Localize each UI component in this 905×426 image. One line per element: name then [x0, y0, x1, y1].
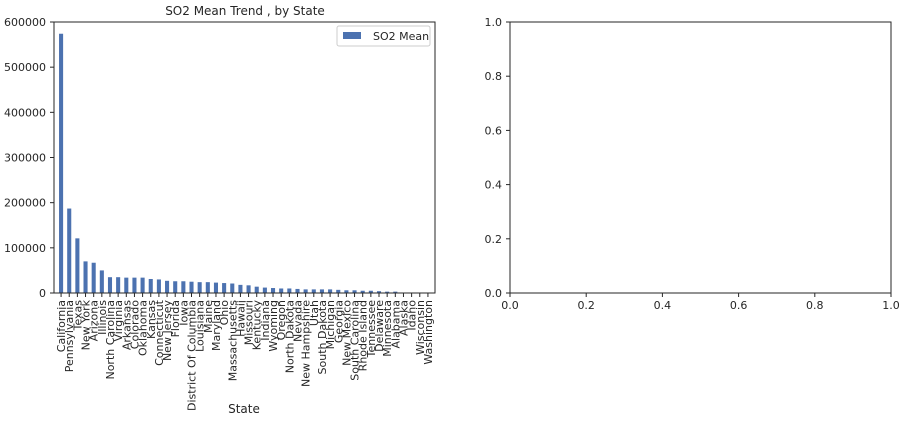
- bar: [255, 287, 259, 293]
- bar: [198, 282, 202, 293]
- right-y-tick-label: 1.0: [485, 16, 503, 29]
- right-y-tick-label: 0.0: [485, 287, 503, 300]
- bar: [149, 279, 153, 293]
- right-x-tick-label: 0.8: [806, 299, 824, 312]
- bar: [141, 278, 145, 293]
- bar: [328, 289, 332, 293]
- bar: [92, 263, 96, 293]
- plot-frame: [54, 22, 435, 293]
- right-x-tick-label: 0.2: [577, 299, 595, 312]
- bar: [189, 282, 193, 293]
- y-tick-label: 100000: [4, 242, 46, 255]
- bar: [230, 284, 234, 293]
- bar: [157, 279, 161, 293]
- y-tick-label: 300000: [4, 152, 46, 165]
- bar: [279, 288, 283, 293]
- bar: [320, 289, 324, 293]
- bar: [181, 281, 185, 293]
- right-x-tick-label: 1.0: [882, 299, 900, 312]
- bar: [124, 278, 128, 293]
- bar: [116, 277, 120, 293]
- bar: [59, 34, 63, 293]
- bar: [108, 277, 112, 293]
- y-tick-label: 500000: [4, 61, 46, 74]
- bar: [263, 288, 267, 293]
- y-tick-label: 0: [39, 287, 46, 300]
- empty-chart-panel: 0.0 0.2 0.4 0.6 0.8 1.0 0.0 0.2 0.4 0.6 0.8 1.0: [485, 16, 900, 312]
- bar: [173, 281, 177, 293]
- bar: [165, 281, 169, 293]
- right-y-tick-label: 0.6: [485, 124, 503, 137]
- bar: [75, 238, 79, 293]
- y-tick-label: 200000: [4, 197, 46, 210]
- bar: [304, 289, 308, 293]
- x-tick-label: Washington: [422, 300, 435, 365]
- right-plot-frame: [510, 22, 891, 293]
- right-y-tick-label: 0.8: [485, 70, 503, 83]
- x-axis-label: State: [228, 402, 260, 416]
- right-x-tick-label: 0.4: [654, 299, 672, 312]
- bars: [59, 34, 430, 293]
- right-x-tick-label: 0.6: [730, 299, 748, 312]
- bar: [222, 283, 226, 293]
- bar: [214, 283, 218, 293]
- bar: [132, 278, 136, 293]
- bar: [287, 288, 291, 293]
- y-axis-ticks: 0 100000 200000 300000 400000 500000 600000: [4, 16, 54, 300]
- chart-title: SO2 Mean Trend , by State: [165, 4, 325, 18]
- bar: [83, 261, 87, 293]
- y-tick-label: 400000: [4, 106, 46, 119]
- legend: SO2 Mean: [337, 26, 430, 46]
- bar: [100, 270, 104, 293]
- bar: [206, 282, 210, 293]
- legend-swatch: [343, 32, 361, 39]
- bar: [295, 289, 299, 293]
- right-y-tick-label: 0.4: [485, 179, 503, 192]
- y-tick-label: 600000: [4, 16, 46, 29]
- bar: [238, 285, 242, 293]
- legend-label: SO2 Mean: [373, 30, 429, 43]
- bar: [271, 288, 275, 293]
- bar: [247, 285, 251, 293]
- right-x-tick-label: 0.0: [501, 299, 519, 312]
- right-x-axis-ticks: 0.0 0.2 0.4 0.6 0.8 1.0: [501, 293, 900, 312]
- right-y-axis-ticks: 0.0 0.2 0.4 0.6 0.8 1.0: [485, 16, 511, 300]
- bar: [312, 289, 316, 293]
- right-y-tick-label: 0.2: [485, 233, 503, 246]
- bar-chart-panel: SO2 Mean Trend , by State 0 100000 200000 3…: [4, 4, 435, 416]
- bar: [67, 209, 71, 293]
